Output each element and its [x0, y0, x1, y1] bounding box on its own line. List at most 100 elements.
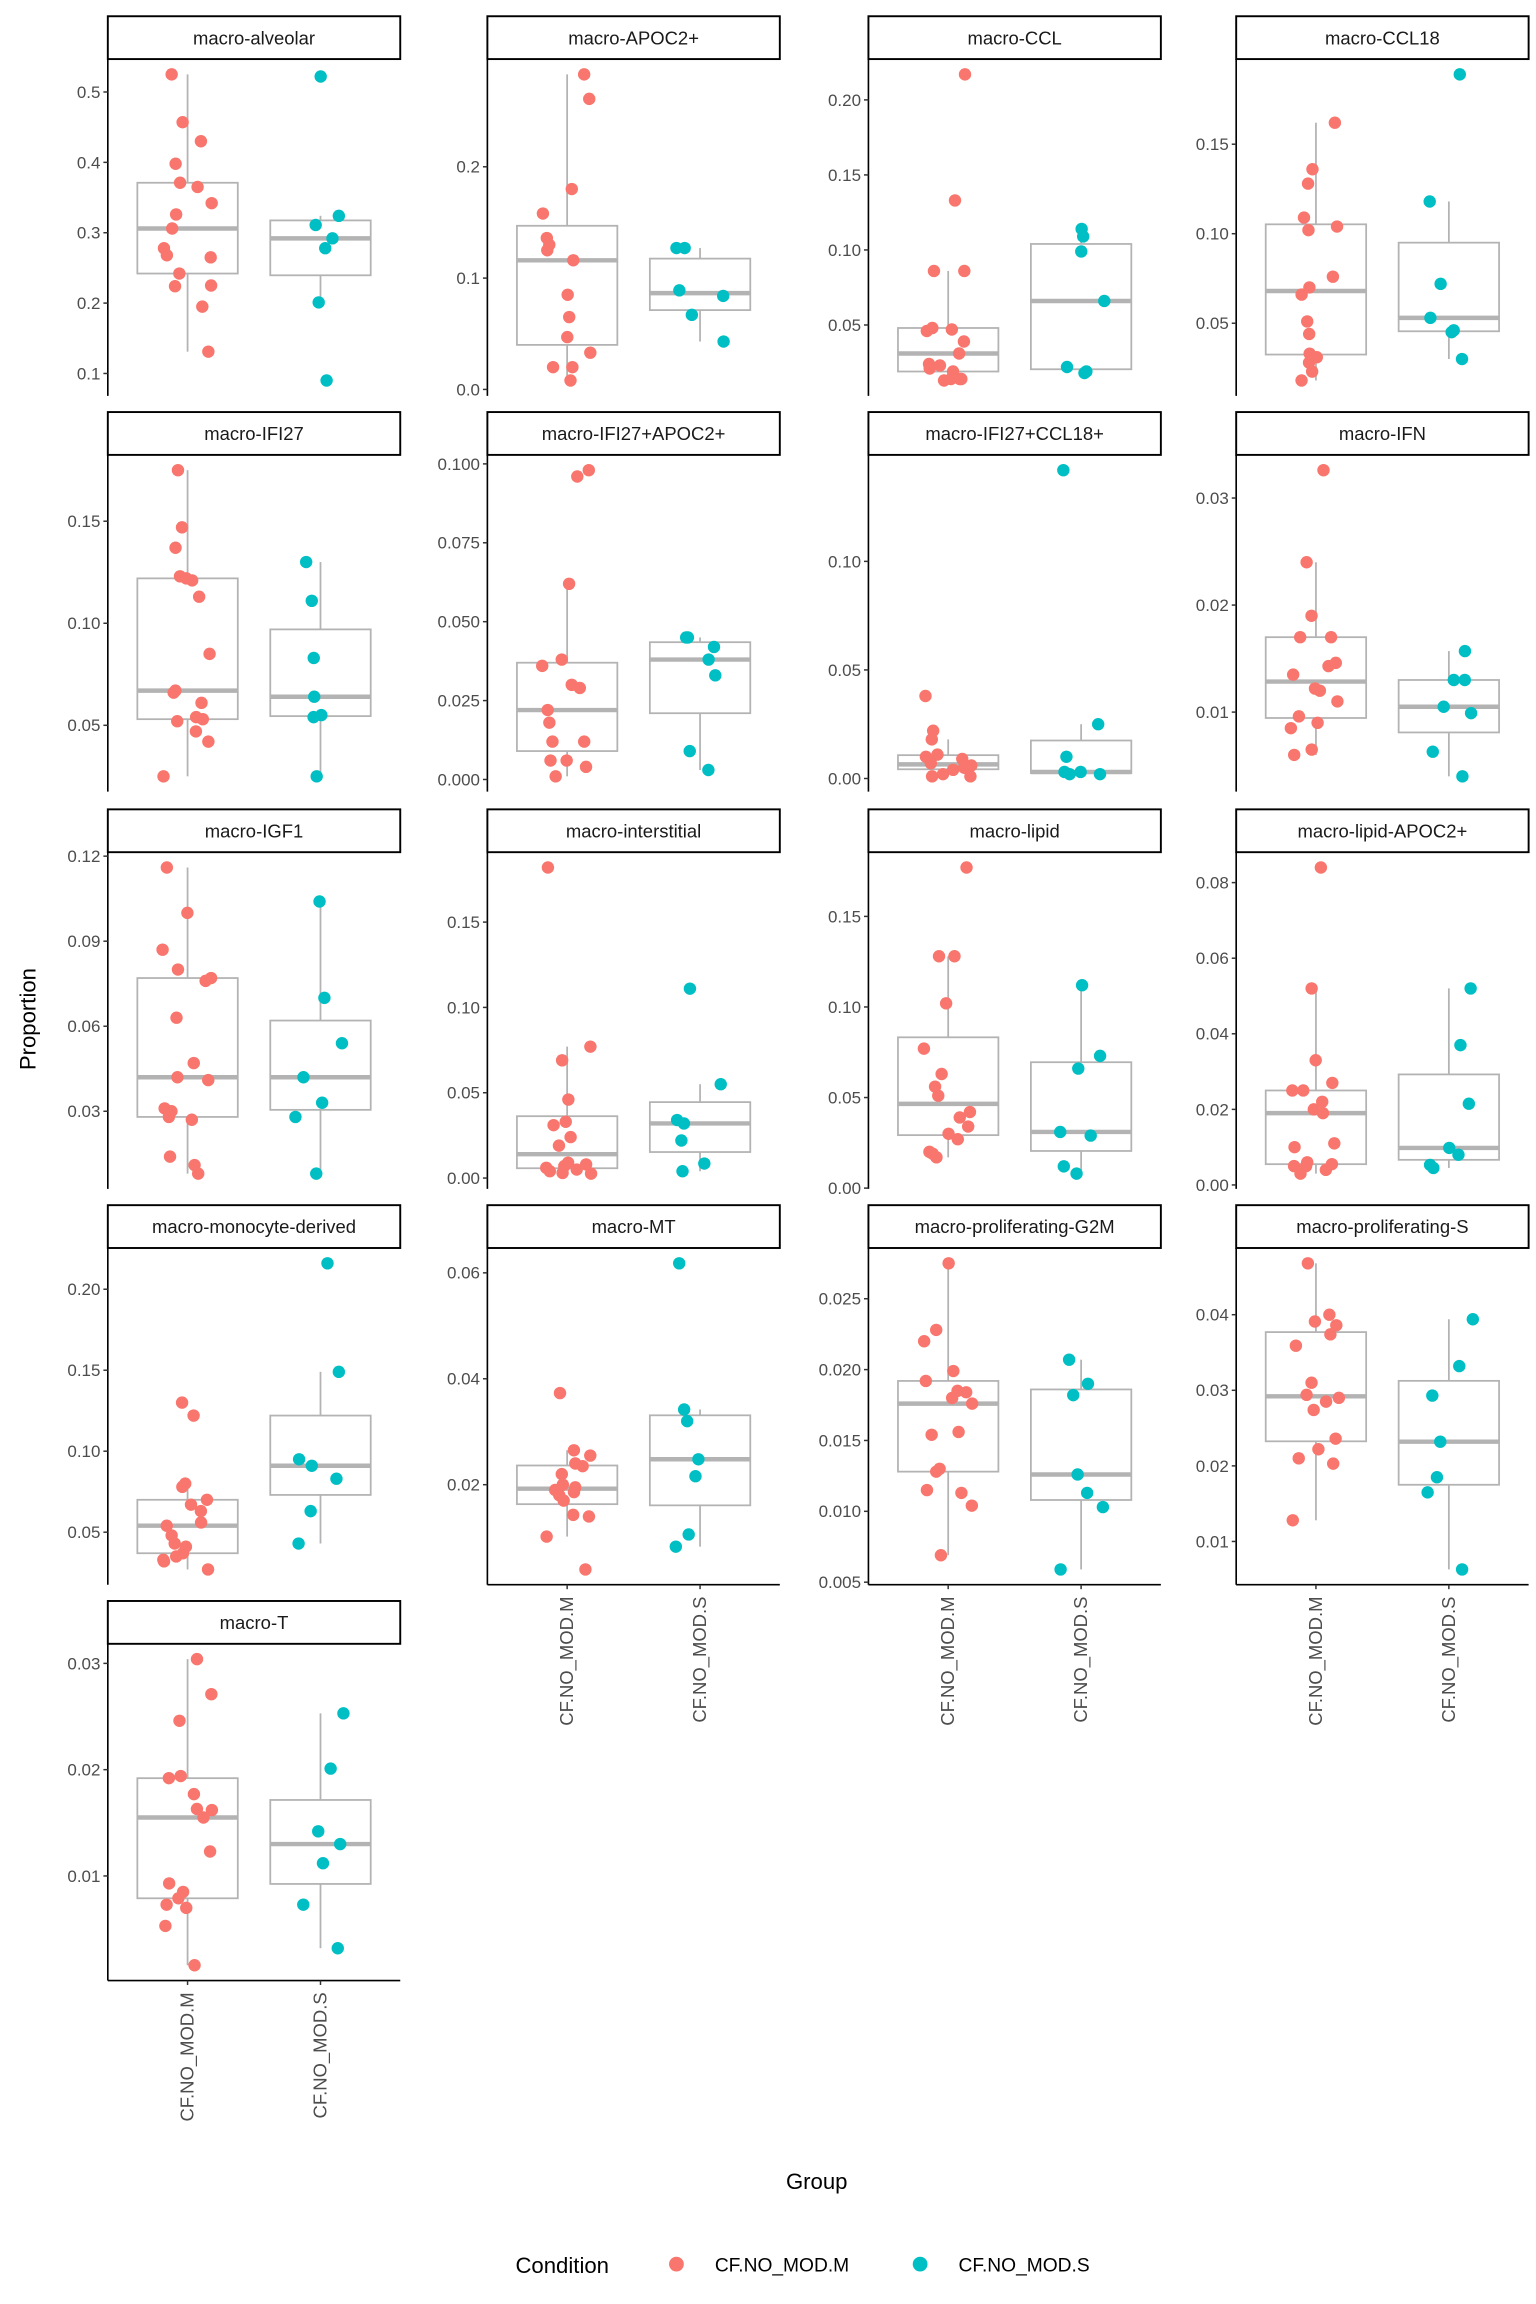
point-S	[1093, 1049, 1107, 1063]
y-tick-label: 0.000	[438, 770, 480, 789]
point-S	[680, 1414, 694, 1428]
point-S	[717, 335, 730, 348]
point-M	[1292, 1452, 1305, 1465]
point-M	[557, 1494, 570, 1507]
strip	[486, 808, 781, 854]
point-S	[1430, 1471, 1444, 1484]
point-M	[946, 763, 960, 777]
y-tick-label: 0.02	[1196, 596, 1229, 615]
box-M	[136, 577, 239, 721]
box-M	[516, 661, 619, 752]
strip	[486, 15, 781, 61]
point-M	[1326, 1076, 1339, 1090]
point-S	[677, 1403, 691, 1416]
y-axis-title: Proportion	[15, 968, 40, 1070]
point-S	[1458, 644, 1472, 658]
point-S	[1423, 195, 1436, 208]
y-tick-label: 0.15	[67, 512, 100, 531]
point-S	[315, 1096, 329, 1109]
point-M	[156, 943, 169, 956]
y-tick-label: 0.00	[447, 1169, 480, 1188]
point-M	[162, 1110, 176, 1124]
point-S	[1466, 1313, 1480, 1326]
point-M	[567, 1485, 581, 1499]
facet-macro-IGF1: macro-IGF1 0.03 0.06 0.09 0.12	[67, 808, 402, 1189]
strip	[106, 1204, 402, 1249]
point-M	[160, 249, 174, 262]
point-M	[194, 1516, 208, 1529]
y-tick-label: 0.10	[828, 998, 861, 1017]
y-tick-label: 0.10	[828, 552, 861, 571]
facet-macro-MT: macro-MT 0.02 0.04 0.06 CF.NO_MOD.M CF.NO_MOD…	[447, 1204, 781, 1726]
point-M	[947, 1364, 960, 1378]
point-M	[1305, 743, 1318, 756]
point-M	[205, 196, 218, 210]
box-S	[648, 257, 752, 311]
point-M	[559, 1115, 572, 1128]
point-M	[961, 1120, 975, 1133]
point-M	[1287, 748, 1301, 762]
point-M	[571, 470, 584, 483]
point-S	[1074, 765, 1087, 779]
point-S	[1062, 1353, 1076, 1366]
point-M	[1314, 861, 1328, 874]
point-S	[683, 744, 696, 758]
legend-key-m	[669, 2256, 684, 2272]
legend: Condition CF.NO_MOD.M CF.NO_MOD.S	[515, 2253, 1089, 2278]
point-S	[702, 653, 715, 666]
point-S	[333, 1837, 347, 1851]
point-M	[1324, 630, 1338, 644]
point-M	[953, 1111, 966, 1124]
facet-macro-APOC2+: macro-APOC2+ 0.0 0.1 0.2	[456, 15, 781, 399]
point-M	[187, 1409, 200, 1422]
point-M	[1294, 1167, 1307, 1180]
point-S	[304, 1504, 317, 1518]
point-M	[194, 135, 208, 148]
point-S	[1437, 700, 1450, 713]
point-M	[1301, 177, 1315, 190]
point-M	[171, 715, 184, 728]
point-M	[959, 1386, 973, 1399]
point-M	[157, 1555, 171, 1568]
point-M	[543, 716, 556, 729]
point-S	[307, 710, 320, 724]
point-S	[308, 690, 321, 703]
point-M	[937, 374, 951, 387]
point-M	[162, 1771, 176, 1785]
point-S	[1455, 1563, 1469, 1576]
point-S	[1093, 767, 1107, 781]
point-M	[957, 761, 971, 774]
point-M	[175, 1396, 189, 1409]
point-S	[677, 1117, 691, 1130]
point-S	[1078, 366, 1091, 380]
legend-label-s: CF.NO_MOD.S	[959, 2256, 1090, 2277]
facet-macro-alveolar: macro-alveolar 0.1 0.2 0.3 0.4 0.5	[77, 15, 402, 396]
point-M	[205, 1803, 219, 1817]
point-M	[930, 1465, 943, 1478]
point-S	[319, 242, 332, 255]
y-tick-label: 0.09	[67, 932, 100, 951]
point-M	[181, 906, 194, 920]
point-M	[932, 950, 946, 963]
point-S	[313, 895, 326, 908]
point-S	[1096, 1500, 1110, 1514]
point-M	[939, 997, 953, 1010]
point-M	[1328, 116, 1342, 129]
point-M	[957, 335, 971, 348]
strip-label: macro-lipid-APOC2+	[1298, 820, 1468, 841]
y-tick-label: 0.3	[77, 224, 101, 243]
point-M	[160, 1519, 173, 1532]
y-tick-label: 0.01	[1196, 703, 1229, 722]
y-tick-label: 0.005	[819, 1573, 861, 1592]
point-M	[160, 861, 174, 874]
point-M	[584, 1167, 598, 1180]
strip	[106, 1600, 402, 1645]
point-S	[670, 241, 683, 255]
y-tick-label: 0.03	[67, 1102, 100, 1121]
y-tick-label: 0.15	[828, 907, 861, 926]
box-M	[136, 1777, 239, 1900]
point-M	[955, 1486, 968, 1500]
y-tick-label: 0.20	[828, 91, 861, 110]
point-S	[312, 296, 325, 309]
point-M	[952, 1425, 965, 1439]
